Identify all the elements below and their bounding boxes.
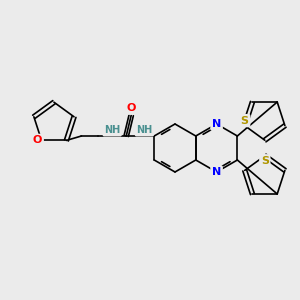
Text: S: S	[261, 156, 269, 166]
Text: O: O	[33, 135, 42, 146]
Text: N: N	[212, 119, 221, 129]
Text: N: N	[212, 167, 221, 177]
Text: O: O	[127, 103, 136, 113]
Text: NH: NH	[136, 125, 152, 135]
Text: S: S	[241, 116, 249, 126]
Text: NH: NH	[104, 125, 120, 135]
